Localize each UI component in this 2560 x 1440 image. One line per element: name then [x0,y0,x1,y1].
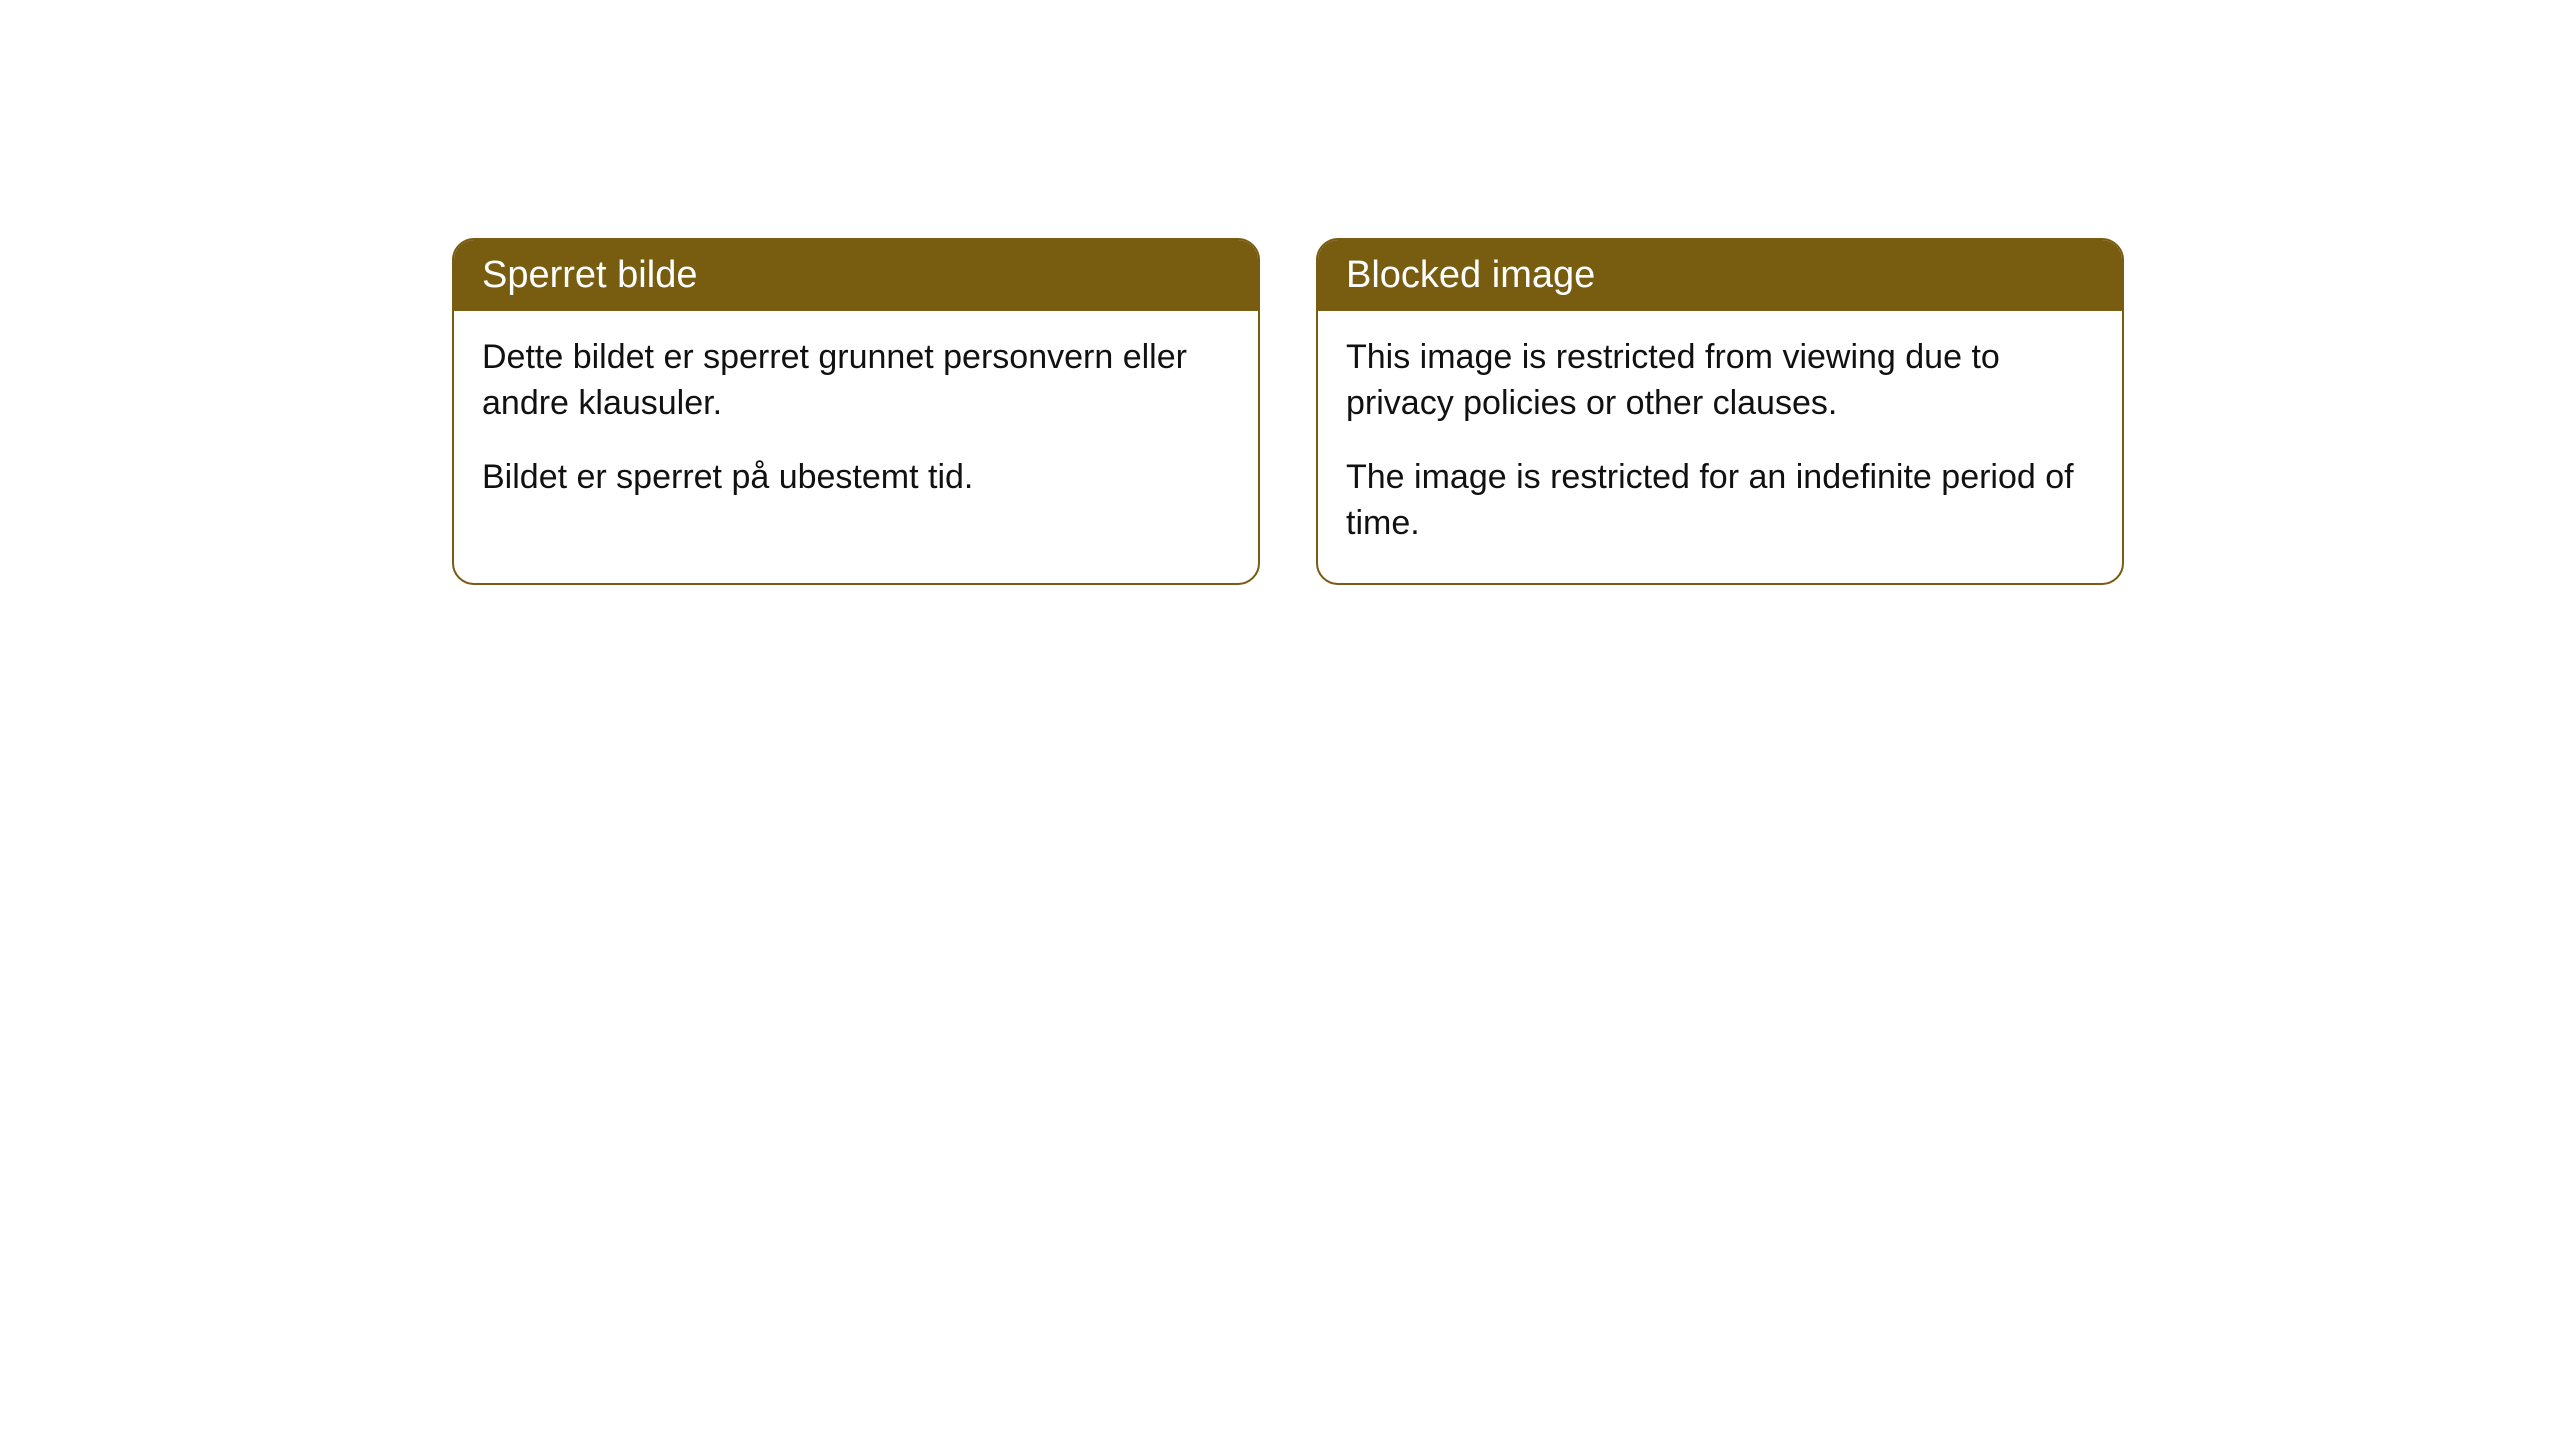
notice-card-norwegian: Sperret bilde Dette bildet er sperret gr… [452,238,1260,585]
card-body-norwegian: Dette bildet er sperret grunnet personve… [454,311,1258,537]
card-body-english: This image is restricted from viewing du… [1318,311,2122,583]
card-title: Blocked image [1346,254,1595,296]
card-paragraph: This image is restricted from viewing du… [1346,335,2094,427]
card-title: Sperret bilde [482,254,697,296]
card-header-norwegian: Sperret bilde [454,240,1258,311]
card-paragraph: The image is restricted for an indefinit… [1346,455,2094,547]
card-paragraph: Bildet er sperret på ubestemt tid. [482,455,1230,501]
notice-card-english: Blocked image This image is restricted f… [1316,238,2124,585]
notice-cards-container: Sperret bilde Dette bildet er sperret gr… [452,238,2124,585]
card-header-english: Blocked image [1318,240,2122,311]
card-paragraph: Dette bildet er sperret grunnet personve… [482,335,1230,427]
